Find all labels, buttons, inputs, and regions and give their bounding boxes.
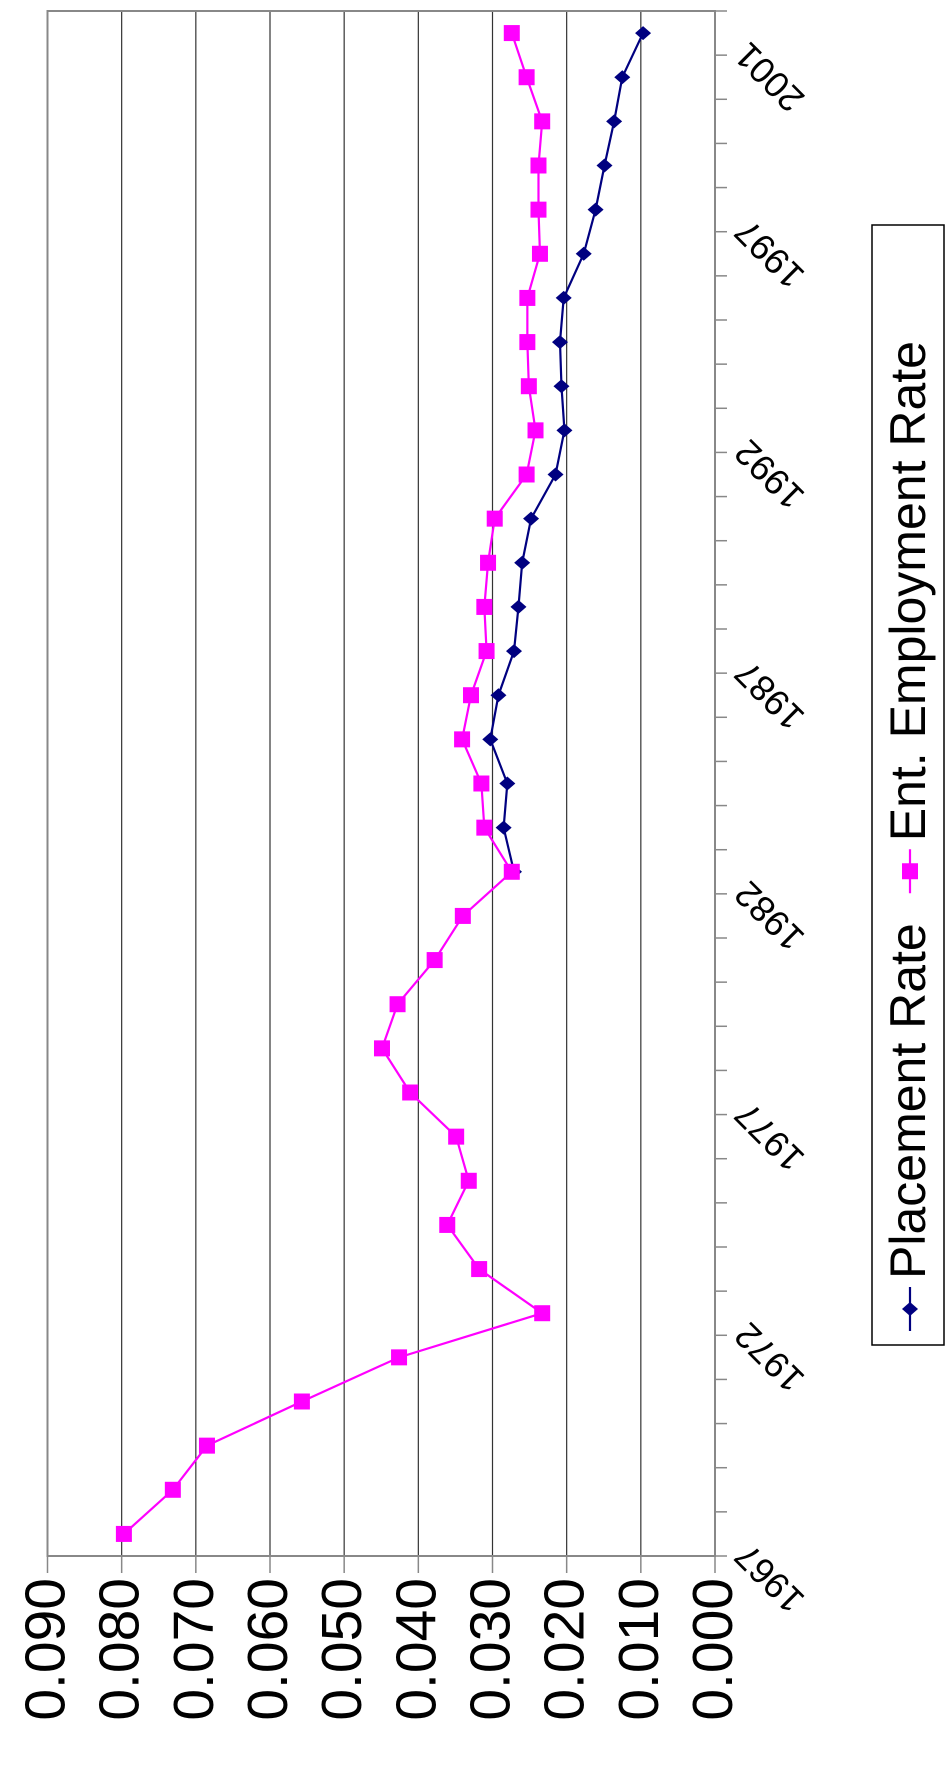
y-tick-label: 0.000 <box>681 1578 745 1721</box>
y-tick-label: 0.020 <box>533 1578 597 1721</box>
data-point <box>527 422 544 439</box>
data-point <box>293 1393 310 1410</box>
legend-marker <box>902 1302 918 1316</box>
data-point <box>510 599 527 614</box>
data-point <box>556 423 573 438</box>
data-point <box>495 820 512 835</box>
y-tick-label: 0.070 <box>162 1578 226 1721</box>
data-point <box>518 466 535 483</box>
plot-area <box>47 11 715 1556</box>
legend-label: Ent. Employment Rate <box>880 341 936 841</box>
data-point <box>614 70 631 85</box>
data-point <box>555 290 572 305</box>
data-point <box>519 334 536 351</box>
rotated-chart: 0.0000.0100.0200.0300.0400.0500.0600.070… <box>14 10 945 1721</box>
x-tick-label: 1997 <box>726 211 812 297</box>
data-point <box>499 776 516 791</box>
data-point <box>530 157 547 174</box>
x-tick-label: 1987 <box>726 653 812 739</box>
data-point <box>373 1040 390 1057</box>
data-point <box>551 335 568 350</box>
data-point <box>482 732 499 747</box>
data-point <box>198 1437 215 1454</box>
data-point <box>480 554 497 571</box>
data-point <box>462 687 479 704</box>
data-point <box>553 379 570 394</box>
data-point <box>389 996 406 1013</box>
data-point <box>476 598 493 615</box>
data-point <box>587 202 604 217</box>
data-point <box>426 952 443 969</box>
y-tick-label: 0.060 <box>236 1578 300 1721</box>
data-point <box>635 26 652 41</box>
y-tick-label: 0.080 <box>88 1578 152 1721</box>
data-point <box>530 201 547 218</box>
legend-box <box>871 224 945 1346</box>
y-tick-label: 0.040 <box>384 1578 448 1721</box>
data-point <box>514 555 531 570</box>
data-point <box>547 467 564 482</box>
data-point <box>402 1084 419 1101</box>
data-point <box>454 731 471 748</box>
data-point <box>490 688 507 703</box>
data-point <box>460 1172 477 1189</box>
data-point <box>534 113 551 130</box>
x-tick-label: 1972 <box>726 1315 812 1401</box>
data-point <box>439 1216 456 1233</box>
data-point <box>523 511 540 526</box>
data-point <box>471 1261 488 1278</box>
data-point <box>478 643 495 660</box>
legend-label: Placement Rate <box>880 923 936 1279</box>
x-tick-label: 2001 <box>726 35 812 121</box>
data-point <box>164 1481 181 1498</box>
data-point <box>518 69 535 86</box>
y-tick-label: 0.010 <box>607 1578 671 1721</box>
data-point <box>486 510 503 527</box>
plot-border <box>46 10 716 1557</box>
data-point <box>534 1305 551 1322</box>
data-point <box>506 644 523 659</box>
data-point <box>575 246 592 261</box>
data-point <box>473 775 490 792</box>
y-tick-label: 0.030 <box>459 1578 523 1721</box>
x-tick-label: 1977 <box>726 1094 812 1180</box>
data-point <box>454 907 471 924</box>
series-line <box>489 32 645 873</box>
data-point <box>503 863 520 880</box>
data-point <box>448 1128 465 1145</box>
data-point <box>115 1525 132 1542</box>
data-point <box>519 289 536 306</box>
y-tick-label: 0.050 <box>310 1578 374 1721</box>
x-tick-label: 1992 <box>726 432 812 518</box>
legend-marker <box>902 863 918 880</box>
data-point <box>391 1349 408 1366</box>
x-tick-label: 1982 <box>726 873 812 959</box>
data-point <box>596 158 613 173</box>
data-point <box>531 245 548 262</box>
data-point <box>520 378 537 395</box>
y-tick-label: 0.090 <box>14 1578 78 1721</box>
data-point <box>476 819 493 836</box>
data-point <box>606 114 623 129</box>
data-point <box>503 25 520 42</box>
